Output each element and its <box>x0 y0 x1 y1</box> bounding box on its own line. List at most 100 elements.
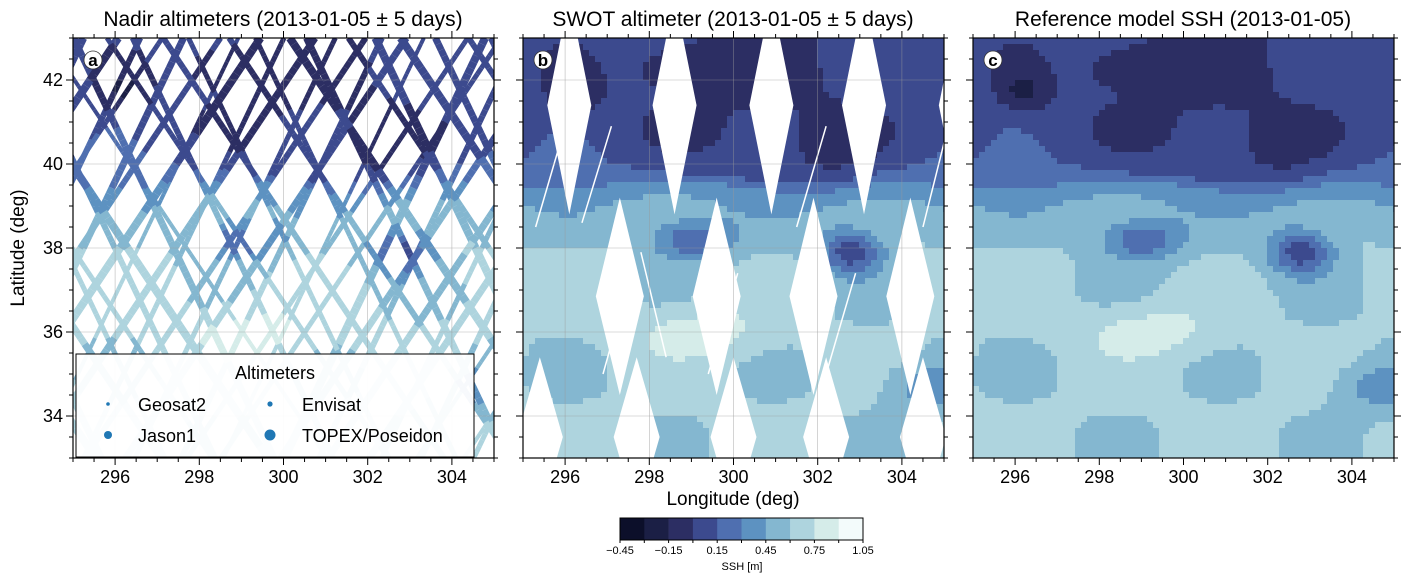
nadir-track <box>307 114 317 124</box>
nadir-track <box>457 42 466 52</box>
ssh-cell <box>703 170 710 177</box>
nadir-track <box>177 144 186 154</box>
ssh-cell <box>907 116 914 123</box>
nadir-track <box>117 162 127 172</box>
nadir-track <box>290 342 300 352</box>
ssh-cell <box>745 200 752 207</box>
nadir-track <box>213 198 222 208</box>
ssh-cell <box>721 134 728 141</box>
nadir-track <box>64 266 68 272</box>
nadir-track <box>458 293 470 305</box>
ssh-cell <box>649 140 656 147</box>
ssh-cell <box>823 50 830 57</box>
ssh-cell <box>691 212 698 219</box>
nadir-track <box>92 204 101 214</box>
nadir-track <box>221 210 230 220</box>
ssh-cell <box>595 182 602 189</box>
ssh-cell <box>559 218 566 225</box>
ssh-cell <box>691 86 698 93</box>
ssh-cell <box>811 44 818 51</box>
nadir-track <box>258 84 268 94</box>
ssh-cell <box>643 200 650 207</box>
nadir-track <box>239 138 250 148</box>
ssh-cell <box>787 158 794 165</box>
ssh-cell <box>685 182 692 189</box>
nadir-track <box>373 306 384 316</box>
nadir-track <box>52 218 56 224</box>
nadir-track <box>470 162 481 172</box>
ssh-cell <box>613 122 620 129</box>
nadir-track <box>372 180 382 190</box>
ssh-cell <box>925 146 932 153</box>
nadir-track <box>75 156 85 166</box>
ssh-cell <box>751 224 758 231</box>
nadir-track <box>227 144 235 154</box>
ssh-cell <box>787 146 794 153</box>
nadir-track <box>277 294 286 304</box>
ssh-cell <box>829 164 836 171</box>
ssh-cell <box>841 44 848 51</box>
ssh-cell <box>823 80 830 87</box>
ssh-cell <box>637 62 644 69</box>
ssh-cell <box>817 134 824 141</box>
nadir-track <box>44 206 48 212</box>
ssh-cell <box>895 104 902 111</box>
ssh-cell <box>703 74 710 81</box>
ssh-cell <box>661 218 668 225</box>
nadir-track <box>323 150 334 160</box>
ssh-cell <box>763 200 770 207</box>
nadir-track <box>98 53 110 65</box>
nadir-track <box>230 342 239 352</box>
nadir-track <box>386 228 398 238</box>
ssh-cell <box>835 74 842 81</box>
ssh-cell <box>709 98 716 105</box>
nadir-track <box>297 324 306 334</box>
nadir-track <box>361 324 372 334</box>
nadir-track <box>420 138 431 148</box>
nadir-track <box>517 362 520 368</box>
nadir-track <box>215 168 224 178</box>
ssh-cell <box>727 230 734 237</box>
nadir-track <box>516 254 519 260</box>
ssh-cell <box>583 74 590 81</box>
ssh-cell <box>889 68 896 75</box>
nadir-track <box>77 336 88 346</box>
ssh-cell <box>751 218 758 225</box>
ssh-cell <box>937 92 944 99</box>
nadir-track <box>188 341 200 353</box>
ssh-cell <box>553 38 560 45</box>
ssh-cell <box>697 110 704 117</box>
ssh-cell <box>619 164 626 171</box>
ssh-cell <box>547 164 554 171</box>
ssh-cell <box>583 218 590 225</box>
ssh-cell <box>637 134 644 141</box>
ssh-cell <box>709 158 716 165</box>
nadir-track <box>333 294 343 304</box>
ssh-cell <box>613 38 620 45</box>
ssh-cell <box>721 68 728 75</box>
ssh-cell <box>745 110 752 117</box>
ssh-cell <box>787 218 794 225</box>
ssh-cell <box>715 164 722 171</box>
nadir-track <box>498 296 501 302</box>
nadir-track <box>88 191 99 203</box>
nadir-track <box>273 252 282 262</box>
nadir-track <box>283 210 293 220</box>
ssh-cell <box>901 218 908 225</box>
ssh-cell <box>739 164 746 171</box>
ssh-cell <box>691 128 698 135</box>
nadir-track <box>234 48 244 58</box>
nadir-track <box>59 146 63 152</box>
ssh-cell <box>901 194 908 201</box>
ssh-cell <box>523 86 530 93</box>
nadir-track <box>247 306 256 316</box>
nadir-track <box>144 275 156 287</box>
nadir-track <box>509 98 513 104</box>
nadir-track <box>347 114 358 124</box>
ssh-cell <box>871 38 878 45</box>
ssh-cell <box>595 104 602 111</box>
nadir-track <box>380 198 390 208</box>
nadir-track <box>261 336 270 346</box>
ssh-cell <box>565 224 572 231</box>
ssh-cell <box>523 230 530 237</box>
